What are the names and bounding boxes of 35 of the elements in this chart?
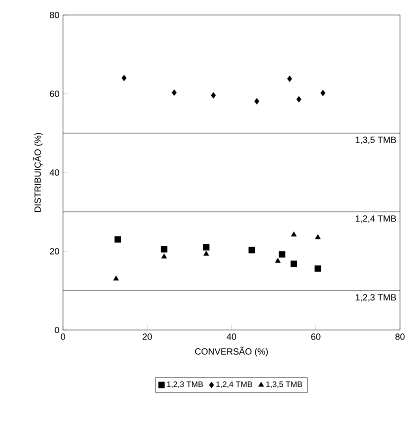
point: [113, 276, 119, 281]
y-tick-label: 0: [54, 326, 60, 334]
point: [314, 265, 322, 272]
point: [210, 92, 216, 99]
point: [114, 236, 121, 243]
point: [248, 246, 255, 254]
y-tick-label: 60: [50, 90, 60, 97]
x-tick-label: 20: [142, 334, 152, 340]
point: [291, 232, 297, 236]
point: [290, 260, 298, 268]
point: [320, 90, 326, 96]
point: [122, 74, 127, 82]
point: [203, 244, 210, 251]
point: [275, 258, 281, 263]
point: [203, 250, 210, 256]
point: [278, 251, 286, 258]
point: [254, 98, 260, 104]
y-tick-label: 40: [50, 169, 60, 176]
x-axis-title: CONVERSÃO (%): [195, 346, 268, 356]
y-tick-label: 20: [50, 248, 60, 254]
point: [315, 234, 321, 240]
y-tick-label: 80: [50, 12, 60, 18]
point: [296, 96, 302, 102]
x-tick-label: 60: [311, 334, 320, 340]
ref-line-label: 1,3,5 TMB: [356, 136, 396, 144]
point: [160, 246, 168, 252]
ref-line-label: 1,2,3 TMB: [356, 294, 396, 302]
x-tick-label: 0: [60, 334, 66, 340]
x-tick-label: 40: [226, 334, 236, 340]
ref-line-label: 1,2,4 TMB: [356, 215, 396, 223]
y-axis-title: DISTRIBUIÇÃO (%): [32, 132, 43, 212]
point: [161, 254, 167, 258]
x-tick-label: 80: [395, 334, 405, 340]
point: [172, 89, 177, 96]
point: [287, 76, 292, 82]
